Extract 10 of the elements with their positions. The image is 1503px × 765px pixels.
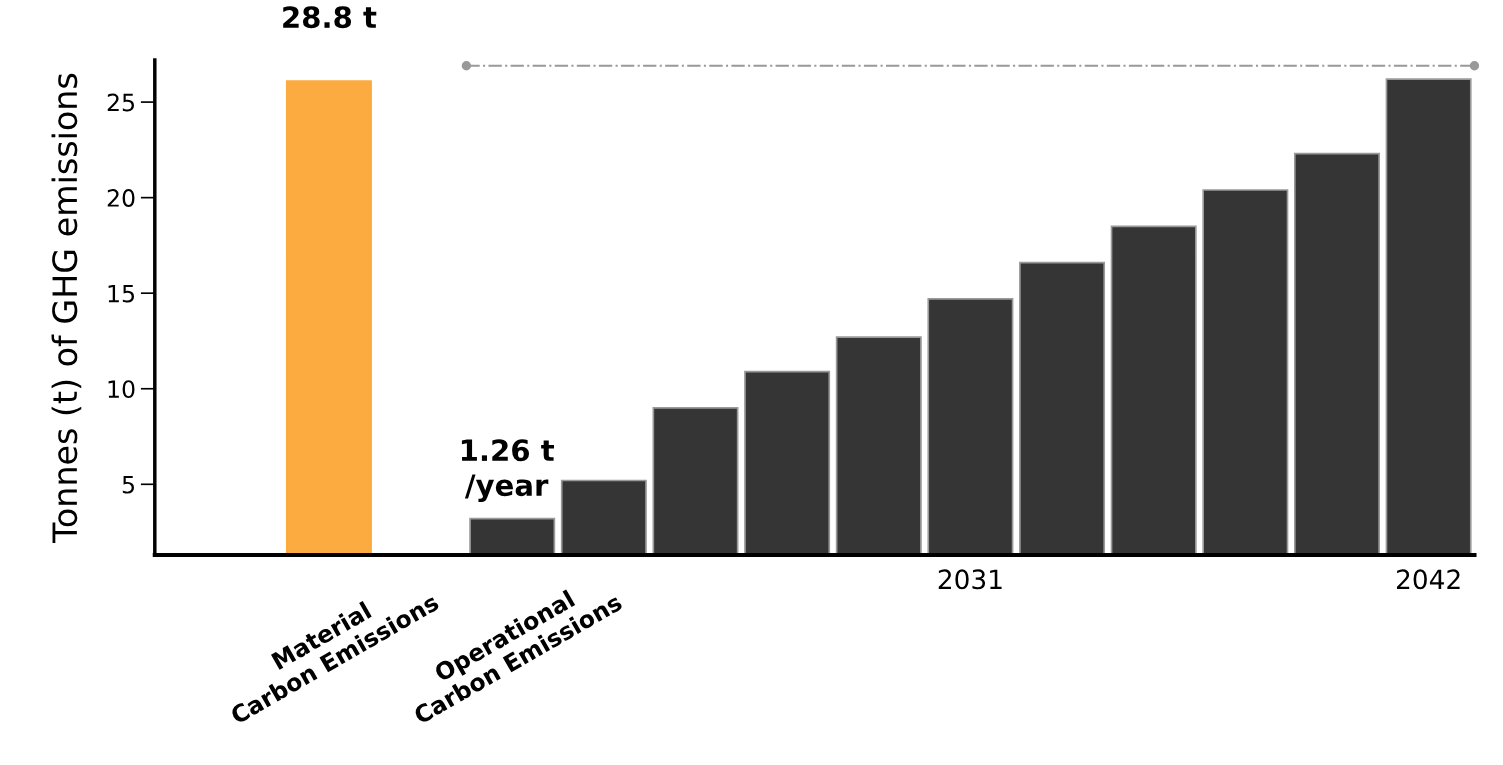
x-tick-label: 2031 <box>938 569 1002 590</box>
annotation: 1.26 t /year <box>461 439 555 503</box>
y-tick-label: 10 <box>108 380 135 399</box>
y-tick-label: 15 <box>108 284 134 303</box>
y-axis-title: Tonnes (t) of GHG emissions <box>51 73 82 543</box>
y-tick-label: 5 <box>122 476 134 494</box>
y-tick-label: 25 <box>107 93 134 112</box>
y-tick-label: 20 <box>107 189 135 207</box>
text: 28.8 t <box>283 6 377 29</box>
x-tick-label: 2042 <box>1396 569 1460 590</box>
